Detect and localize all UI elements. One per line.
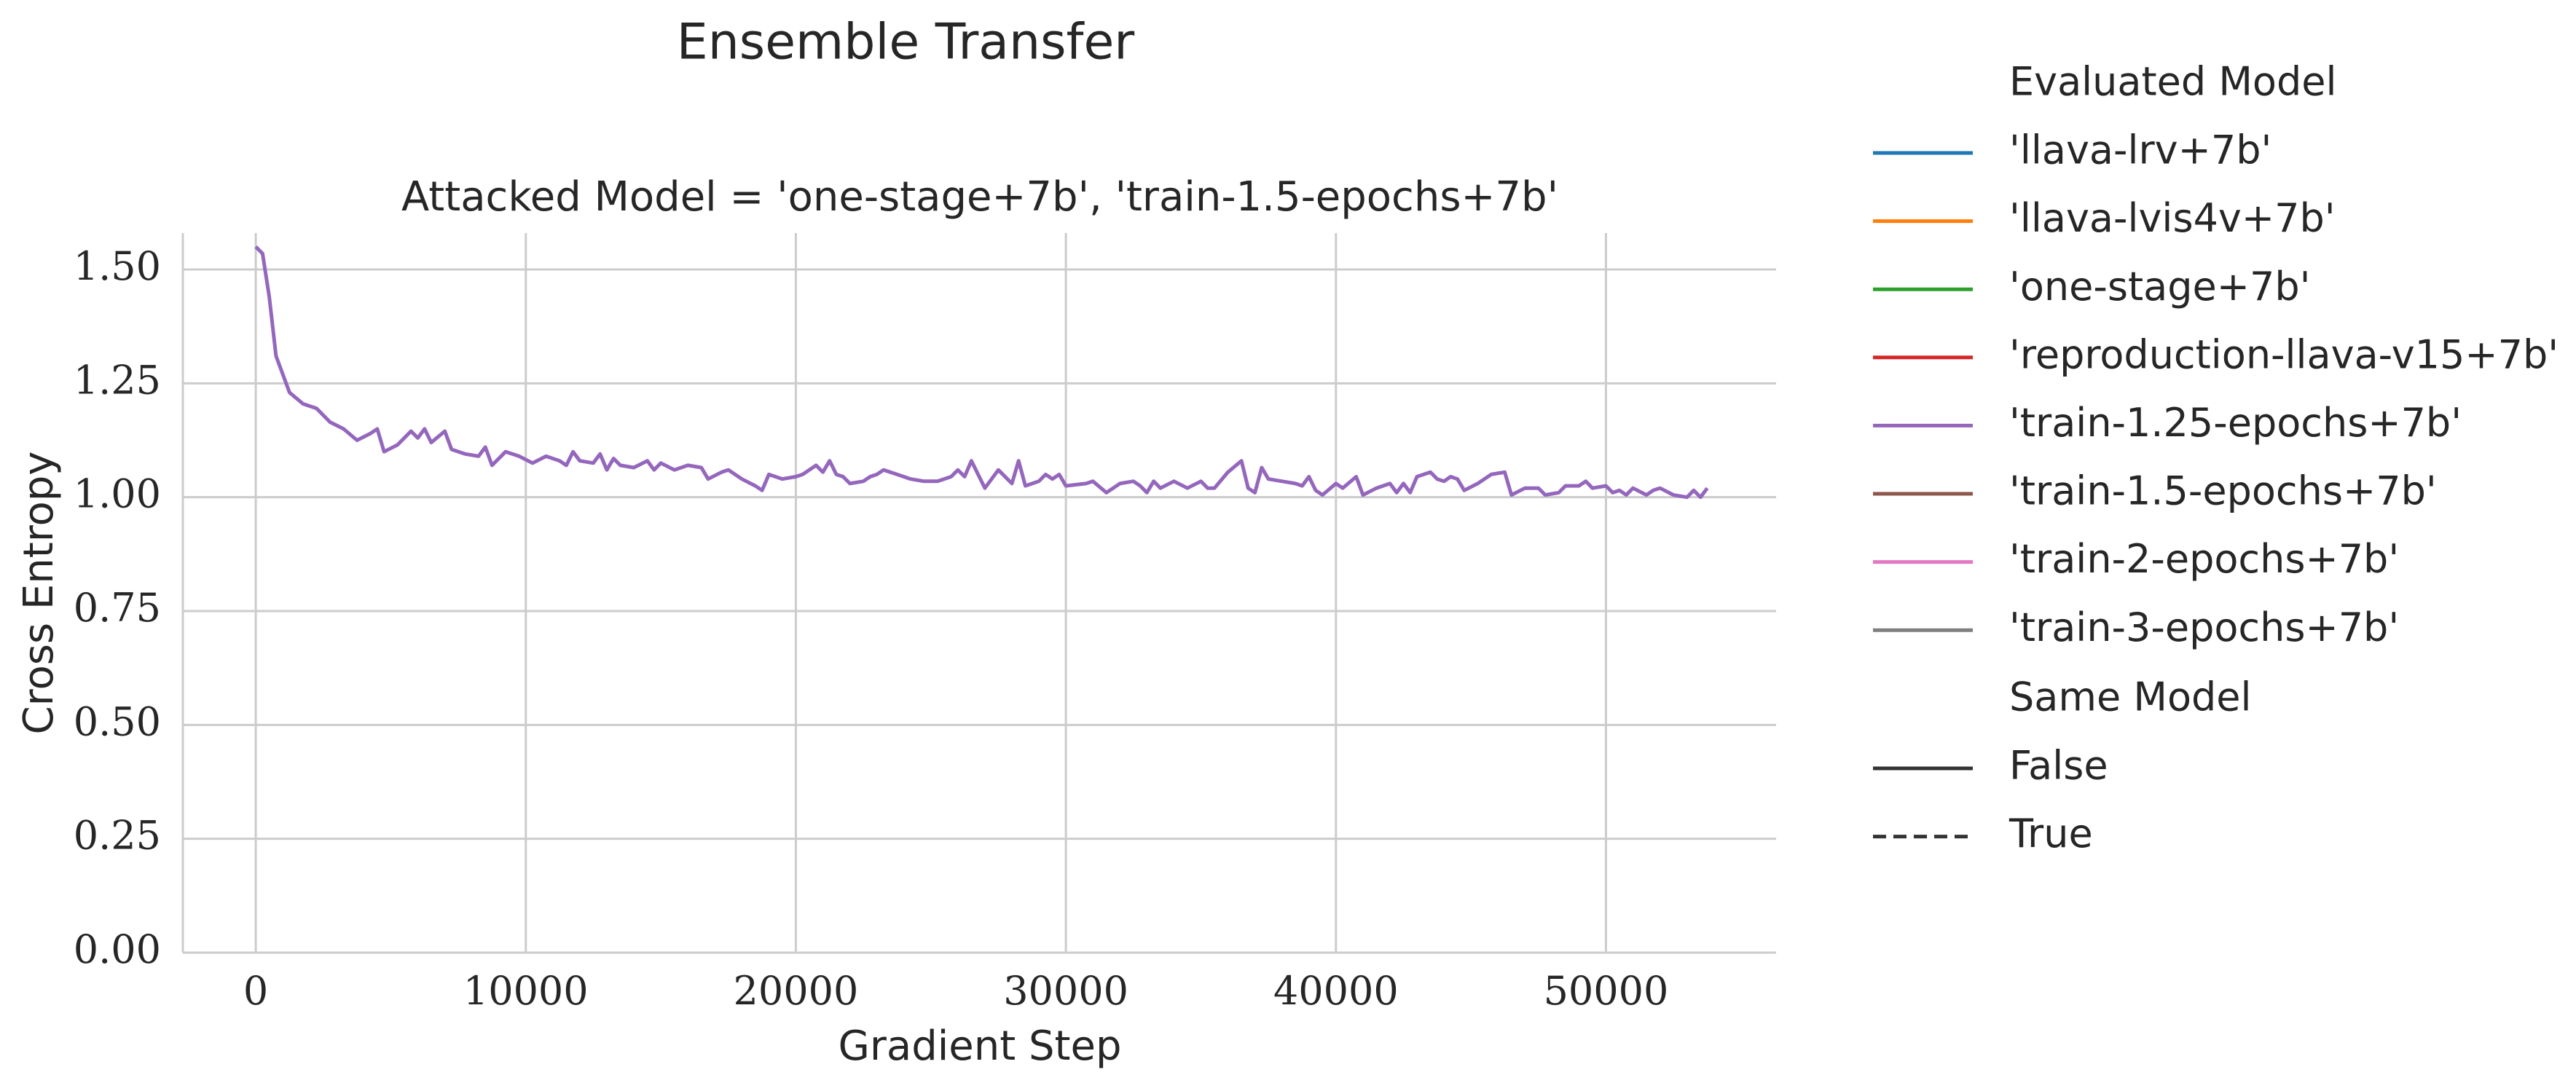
legend-label: 'llava-lvis4v+7b' bbox=[2009, 195, 2336, 241]
legend-title: Evaluated Model bbox=[2009, 59, 2336, 105]
x-axis-label: Gradient Step bbox=[838, 1023, 1121, 1070]
legend-label: 'llava-lrv+7b' bbox=[2009, 127, 2271, 173]
x-tick-label: 0 bbox=[243, 968, 268, 1014]
x-tick-label: 10000 bbox=[463, 968, 589, 1014]
y-tick-label: 0.00 bbox=[74, 926, 161, 972]
legend-label: 'train-1.5-epochs+7b' bbox=[2009, 468, 2437, 514]
legend-label: 'train-2-epochs+7b' bbox=[2009, 536, 2399, 582]
chart-subtitle: Attacked Model = 'one-stage+7b', 'train-… bbox=[401, 173, 1558, 221]
data-line bbox=[254, 245, 1709, 500]
legend-label: 'one-stage+7b' bbox=[2009, 264, 2310, 310]
chart-title: Ensemble Transfer bbox=[677, 14, 1135, 71]
legend-title: Same Model bbox=[2009, 674, 2252, 720]
y-tick-label: 0.50 bbox=[74, 698, 161, 744]
y-tick-label: 0.75 bbox=[74, 585, 161, 631]
legend-label: 'train-3-epochs+7b' bbox=[2009, 604, 2399, 650]
y-tick-label: 1.25 bbox=[74, 357, 161, 403]
x-tick-label: 20000 bbox=[734, 968, 859, 1014]
legend-label: 'reproduction-llava-v15+7b' bbox=[2009, 331, 2559, 377]
legend-label: 'train-1.25-epochs+7b' bbox=[2009, 400, 2462, 446]
x-tick-label: 40000 bbox=[1273, 968, 1399, 1014]
y-axis-label: Cross Entropy bbox=[15, 452, 63, 735]
x-tick-label: 50000 bbox=[1544, 968, 1669, 1014]
legend-label: True bbox=[2008, 811, 2093, 856]
legend-label: False bbox=[2009, 743, 2108, 789]
x-tick-label: 30000 bbox=[1003, 968, 1128, 1014]
y-tick-label: 0.25 bbox=[74, 813, 161, 859]
y-tick-label: 1.50 bbox=[74, 243, 161, 289]
y-tick-label: 1.00 bbox=[74, 471, 161, 517]
